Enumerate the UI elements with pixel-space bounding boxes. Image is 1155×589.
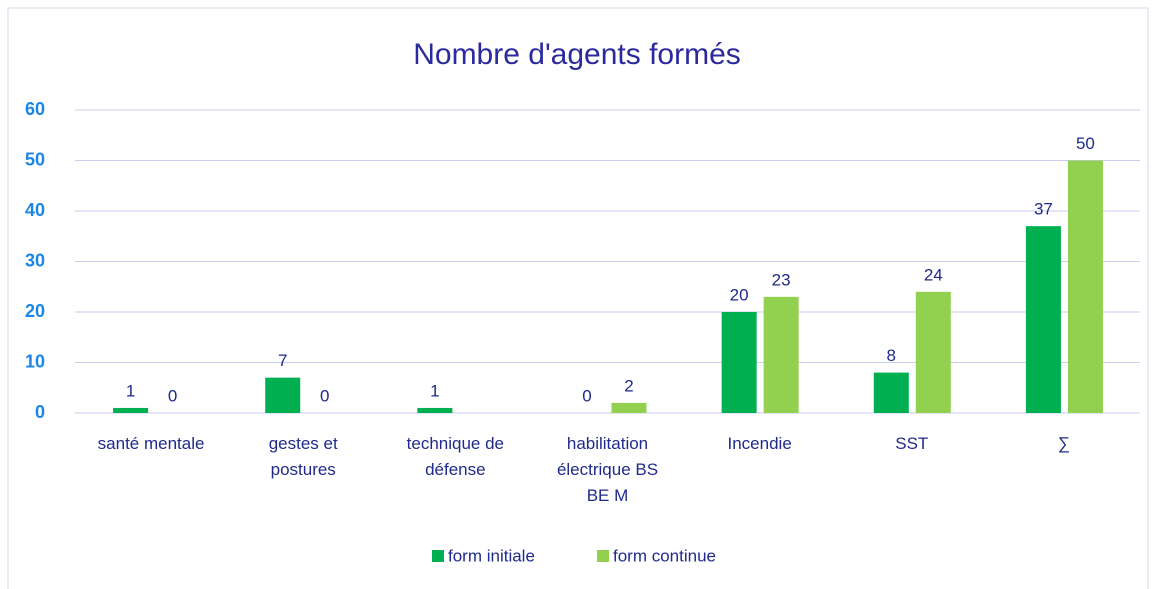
data-label: 2 <box>624 376 633 395</box>
data-label: 0 <box>582 386 591 405</box>
bar <box>1025 226 1061 413</box>
bar <box>873 372 909 413</box>
bar <box>915 291 951 413</box>
bar <box>113 407 149 413</box>
y-tick-label: 50 <box>25 149 45 169</box>
bar <box>763 296 799 413</box>
chart-border <box>7 7 1149 589</box>
y-tick-label: 10 <box>25 351 45 371</box>
bar <box>721 312 757 413</box>
data-label: 8 <box>887 346 896 365</box>
y-tick-label: 40 <box>25 200 45 220</box>
x-tick-label: habilitation électrique BS BE M <box>557 434 658 505</box>
data-label: 50 <box>1076 134 1095 153</box>
data-label: 24 <box>924 265 943 284</box>
y-tick-label: 0 <box>35 402 45 422</box>
x-tick-label: SST <box>895 434 928 453</box>
bar <box>611 402 647 413</box>
data-label: 23 <box>772 270 791 289</box>
chart-title: Nombre d'agents formés <box>413 38 741 71</box>
data-label: 7 <box>278 351 287 370</box>
y-tick-label: 20 <box>25 301 45 321</box>
x-tick-label: gestes et postures <box>269 434 338 479</box>
legend-swatch <box>432 550 444 562</box>
data-label: 1 <box>126 381 135 400</box>
x-tick-label: santé mentale <box>98 434 205 453</box>
y-tick-label: 60 <box>25 99 45 119</box>
bar <box>1067 160 1103 413</box>
legend-swatch <box>597 550 609 562</box>
bar <box>417 407 453 413</box>
bar <box>265 377 301 413</box>
data-label: 0 <box>320 386 329 405</box>
data-label: 1 <box>430 381 439 400</box>
y-tick-label: 30 <box>25 250 45 270</box>
legend-label: form continue <box>613 546 716 565</box>
x-tick-label: Incendie <box>728 434 792 453</box>
x-tick-label: ∑ <box>1058 434 1070 453</box>
data-label: 20 <box>730 285 749 304</box>
x-tick-label: technique de défense <box>407 434 504 479</box>
legend-label: form initiale <box>448 546 535 565</box>
data-label: 0 <box>168 386 177 405</box>
data-label: 37 <box>1034 200 1053 219</box>
